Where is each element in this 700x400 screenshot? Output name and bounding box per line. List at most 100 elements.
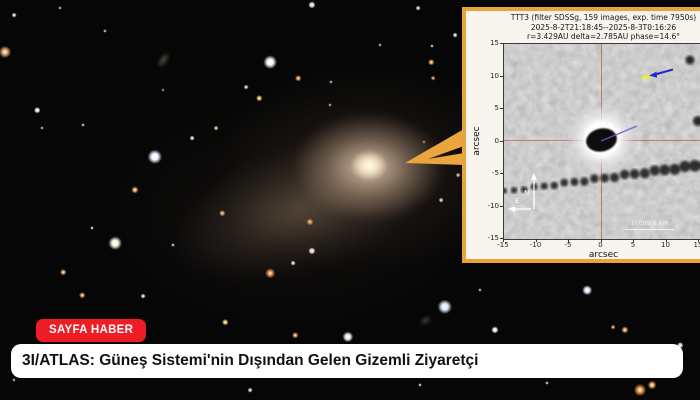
- x-tick-label: 5: [630, 241, 636, 249]
- star: [437, 196, 445, 204]
- star: [544, 380, 550, 386]
- star: [340, 329, 356, 345]
- yellow-arrowhead-icon: [640, 73, 650, 80]
- galaxy-streak: [157, 53, 169, 67]
- star: [212, 124, 220, 132]
- galaxy-streak: [420, 316, 430, 324]
- star: [429, 74, 437, 82]
- star: [290, 330, 300, 340]
- inset-title: TTT3 (filter SDSSg, 159 images, exp. tim…: [503, 13, 700, 42]
- star: [580, 283, 594, 297]
- y-axis-label: arcsec: [472, 126, 482, 156]
- trailed-star-dot: [520, 186, 528, 193]
- x-tick-mark: [665, 239, 667, 242]
- star: [609, 323, 617, 331]
- x-tick-label: -15: [497, 241, 509, 249]
- x-tick-mark: [633, 239, 634, 242]
- trailed-star-dot: [590, 174, 599, 183]
- blue-arrow-icon: [649, 68, 674, 78]
- star: [10, 11, 18, 19]
- nucleus-blob: [586, 128, 617, 152]
- trailed-star-dot: [609, 172, 620, 183]
- y-tick-mark: [500, 75, 503, 77]
- star: [434, 296, 456, 318]
- trailed-star-dot: [689, 160, 700, 172]
- star: [260, 52, 280, 72]
- star: [631, 381, 649, 399]
- plot-image: N E 10099.8 km: [501, 43, 700, 240]
- plot-overlay: N E 10099.8 km: [501, 44, 700, 239]
- star: [293, 73, 303, 83]
- trailed-star-dot: [669, 163, 681, 175]
- x-tick-mark: [568, 239, 569, 242]
- y-tick-mark: [500, 140, 503, 142]
- trailed-star-dot: [540, 182, 548, 190]
- comet-nucleus: [350, 150, 388, 181]
- star: [327, 102, 333, 108]
- star: [619, 324, 631, 336]
- star: [242, 83, 250, 91]
- star: [105, 233, 125, 253]
- star: [188, 134, 196, 142]
- y-tick-mark: [500, 173, 503, 174]
- trailed-star-dot: [659, 164, 671, 176]
- y-tick-label: -5: [492, 169, 499, 177]
- x-tick-label: 10: [661, 241, 670, 249]
- y-tick-mark: [500, 43, 503, 44]
- star: [489, 324, 501, 336]
- star: [451, 31, 459, 39]
- star: [39, 125, 45, 131]
- headline-banner[interactable]: 3I/ATLAS: Güneş Sistemi'nin Dışından Gel…: [11, 344, 683, 378]
- star: [429, 43, 435, 49]
- x-tick-label: 0: [598, 241, 603, 249]
- trailed-star-dot: [679, 160, 691, 173]
- scale-bar-label: 10099.8 km: [631, 220, 669, 227]
- trailed-star-dot: [570, 178, 579, 187]
- trailed-star-dot: [550, 181, 558, 190]
- x-tick-label: -5: [564, 241, 572, 249]
- trailed-star-dot: [629, 169, 640, 179]
- star: [139, 292, 147, 300]
- star: [246, 386, 254, 394]
- y-tick-label: 10: [490, 71, 499, 80]
- x-tick-mark: [535, 239, 537, 242]
- category-badge[interactable]: SAYFA HABER: [36, 319, 147, 342]
- star: [89, 225, 95, 231]
- x-tick-label: 15: [693, 241, 700, 249]
- star: [0, 43, 14, 61]
- trailed-star-dot: [600, 173, 609, 183]
- inset-title-line-3: r=3.429AU delta=2.785AU phase=14.6°: [527, 32, 680, 41]
- star: [454, 171, 462, 179]
- trailed-star-dot: [639, 168, 650, 179]
- star: [646, 379, 658, 391]
- star: [144, 146, 166, 168]
- y-tick-label: -10: [487, 201, 499, 210]
- inset-chart-panel: TTT3 (filter SDSSg, 159 images, exp. tim…: [462, 7, 700, 263]
- star: [377, 42, 383, 48]
- y-tick-mark: [500, 238, 503, 239]
- y-tick-label: 5: [494, 104, 499, 112]
- x-axis-label: arcsec: [588, 250, 619, 260]
- star: [254, 93, 264, 103]
- y-tick-label: 0: [494, 136, 499, 145]
- inset-title-line-2: 2025-8-2T21:18:45--2025-8-3T0:16:26: [530, 22, 677, 32]
- x-tick-label: -10: [529, 241, 542, 249]
- trailed-star-dot: [580, 177, 589, 186]
- star: [102, 28, 108, 34]
- star: [220, 317, 230, 327]
- y-tick-mark: [500, 205, 503, 207]
- star: [32, 105, 42, 115]
- star: [58, 267, 68, 277]
- trailed-stars-band: [501, 55, 700, 194]
- star: [129, 184, 141, 196]
- x-tick-mark: [503, 239, 504, 242]
- star: [477, 287, 483, 293]
- trailed-star-dot: [649, 165, 660, 176]
- trailed-star-dot: [560, 178, 569, 187]
- star: [426, 57, 436, 67]
- dark-spot: [693, 116, 700, 126]
- x-tick-mark: [600, 239, 602, 242]
- y-tick-label: -15: [487, 234, 499, 242]
- compass-icon: N E: [508, 173, 537, 212]
